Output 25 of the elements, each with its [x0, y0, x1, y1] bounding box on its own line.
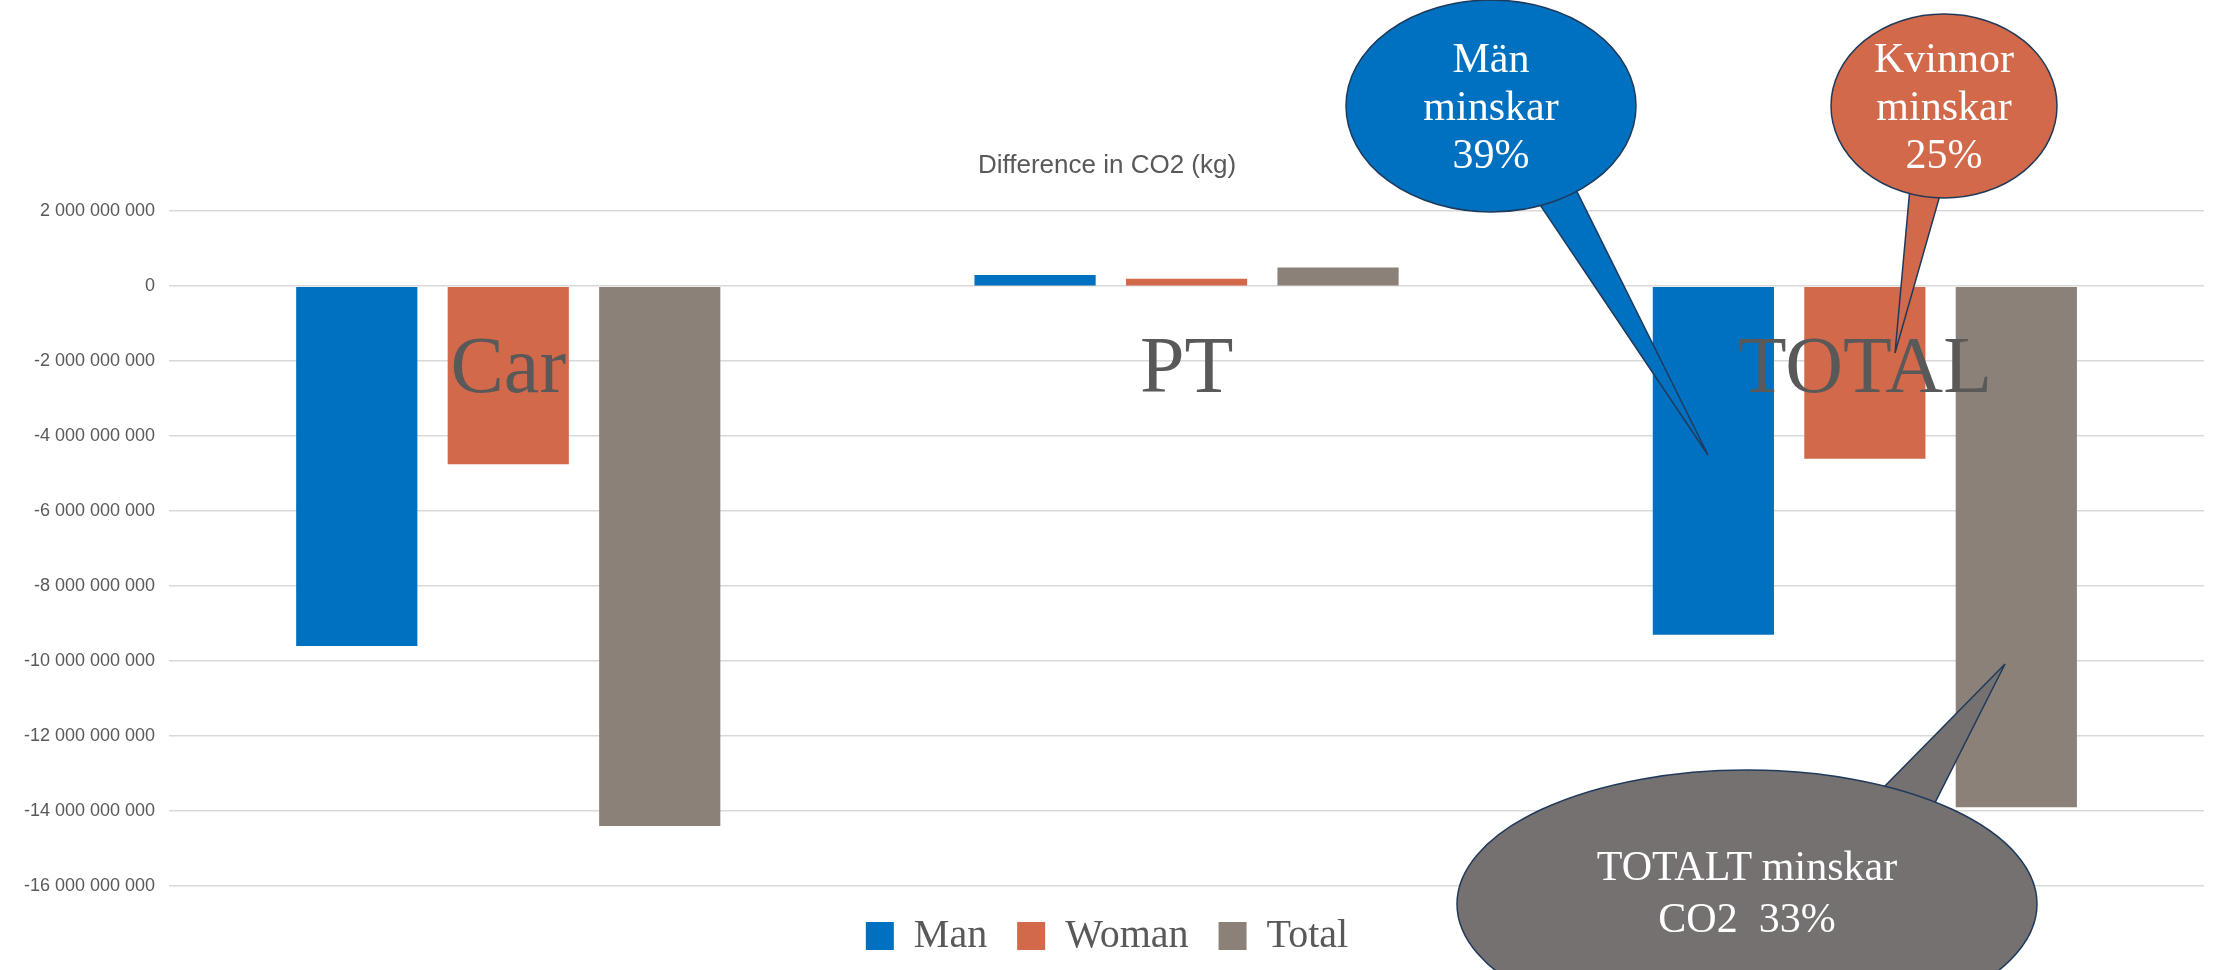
- y-tick-label: -14 000 000 000: [23, 799, 156, 820]
- y-tick-label: 0: [145, 275, 156, 296]
- x-tick-label: PT: [1139, 321, 1234, 410]
- y-tick-label: -2 000 000 000: [34, 350, 156, 371]
- legend-label: Man: [913, 910, 988, 956]
- y-tick-label: -6 000 000 000: [34, 500, 156, 521]
- y-tick-label: -8 000 000 000: [34, 575, 156, 596]
- legend-label: Woman: [1065, 910, 1189, 956]
- x-tick-label: Car: [450, 321, 567, 410]
- bar: [296, 286, 418, 647]
- chart-title: Difference in CO2 (kg): [977, 148, 1237, 179]
- bar: [1277, 267, 1399, 286]
- y-tick-label: 2 000 000 000: [39, 200, 156, 221]
- text: Kvinnor minskar 25%: [1874, 34, 2014, 178]
- y-tick-label: -4 000 000 000: [34, 425, 156, 446]
- text: Män minskar 39%: [1423, 34, 1559, 178]
- annotation: TOTALT minskar CO2 33%: [1596, 842, 1898, 943]
- bar: [447, 286, 569, 465]
- y-tick-label: -12 000 000 000: [23, 725, 156, 746]
- bar: [599, 286, 721, 827]
- y-tick-label: -16 000 000 000: [23, 874, 156, 895]
- bar: [974, 274, 1096, 286]
- x-tick-label: TOTAL: [1737, 321, 1992, 410]
- y-tick-label: -10 000 000 000: [23, 650, 156, 671]
- legend-label: Total: [1266, 910, 1349, 956]
